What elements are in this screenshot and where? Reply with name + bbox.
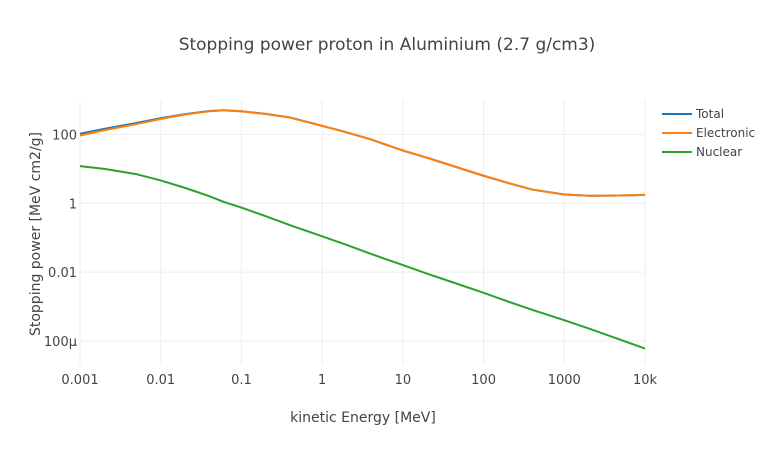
y-tick-label: 1: [69, 197, 77, 212]
x-tick-label: 1000: [548, 373, 581, 388]
grid: [79, 100, 646, 365]
x-tick-label: 10k: [633, 373, 658, 388]
y-tick-label: 100μ: [44, 335, 77, 350]
y-axis-ticks: 100 1 0.01 100μ: [44, 128, 77, 350]
x-tick-label: 0.001: [61, 373, 98, 388]
legend-item-nuclear[interactable]: Nuclear: [662, 145, 742, 159]
x-tick-label: 0.01: [146, 373, 175, 388]
x-axis-ticks: 0.001 0.01 0.1 1 10 100 1000 10k: [61, 373, 657, 388]
y-tick-label: 0.01: [48, 266, 77, 281]
x-tick-label: 10: [395, 373, 412, 388]
legend-label: Total: [695, 107, 724, 121]
x-tick-label: 0.1: [231, 373, 252, 388]
legend-label: Electronic: [696, 126, 755, 140]
series-line-total: [79, 109, 646, 197]
x-tick-label: 1: [318, 373, 326, 388]
chart-title: Stopping power proton in Aluminium (2.7 …: [179, 35, 596, 55]
legend-item-total[interactable]: Total: [662, 107, 724, 121]
y-tick-label: 100: [52, 128, 77, 143]
y-axis-title: Stopping power [MeV cm2/g]: [28, 132, 44, 336]
legend[interactable]: Total Electronic Nuclear: [662, 107, 755, 159]
x-tick-label: 100: [471, 373, 496, 388]
series-line-nuclear: [79, 165, 646, 350]
plot-lines: [79, 109, 646, 350]
series-line-electronic: [79, 109, 646, 197]
legend-item-electronic[interactable]: Electronic: [662, 126, 755, 140]
legend-label: Nuclear: [696, 145, 742, 159]
x-axis-title: kinetic Energy [MeV]: [290, 410, 436, 426]
